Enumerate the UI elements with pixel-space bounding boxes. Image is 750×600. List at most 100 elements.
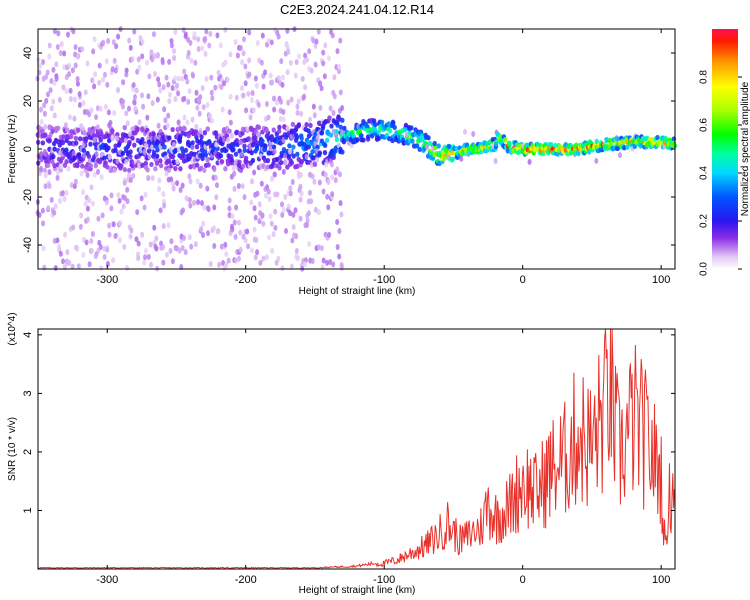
spectrogram-cell (178, 186, 183, 193)
spectrogram-cell (73, 62, 78, 69)
spectrogram-cell (311, 37, 316, 44)
spectrogram-cell (163, 117, 168, 124)
spectrogram-cell (186, 133, 191, 139)
spectrogram-cell (97, 79, 102, 86)
spectrogram-cell (298, 171, 303, 178)
spectrogram-cell (505, 148, 511, 154)
spectrogram-cell (247, 29, 252, 36)
spectrogram-cell (99, 174, 104, 181)
spectrogram-cell (143, 142, 148, 149)
spectrogram-cell (607, 137, 613, 143)
spectrogram-cell (323, 42, 328, 49)
spectrogram-cell (272, 148, 277, 155)
spectrogram-cell (193, 241, 198, 248)
spectrogram-cell (337, 63, 342, 70)
spectrogram-cell (250, 178, 255, 185)
spectrogram-cell (328, 132, 334, 138)
spectrogram-cell (273, 208, 278, 215)
spectrogram-cell (294, 247, 299, 254)
spectrogram-cell (139, 195, 144, 202)
spectrogram-cell (42, 102, 47, 109)
spectrogram-cell (188, 39, 193, 46)
spectrogram-cell (426, 135, 431, 141)
spectrogram-cell (158, 87, 163, 94)
spectrogram-cell (256, 124, 262, 131)
spectrogram-cell (235, 141, 240, 148)
spectrogram-x-label: Height of straight line (km) (299, 286, 416, 297)
spectrogram-cell (276, 33, 281, 40)
spectrogram-cell (337, 253, 342, 260)
spectrogram-cell (279, 98, 284, 105)
spectrogram-cell (278, 160, 284, 166)
spectrogram-cell (51, 154, 56, 160)
spectrogram-cell (63, 122, 68, 129)
spectrogram-cell (217, 261, 222, 268)
spectrogram-cell (549, 141, 554, 148)
spectrogram-cell (277, 124, 282, 130)
spectrogram-cell (131, 173, 136, 180)
spectrogram-cell (71, 224, 76, 231)
snr-frame (37, 328, 676, 570)
spectrogram-cell (275, 191, 280, 198)
spectrogram-cell (113, 233, 118, 240)
spectrogram-cell (176, 75, 181, 82)
spectrogram-cell (68, 96, 73, 103)
spectrogram-cell (85, 205, 90, 212)
spectrogram-cell (327, 115, 332, 121)
spectrogram-cell (151, 131, 156, 137)
spectrogram-cell (128, 154, 133, 160)
spectrogram-cell (113, 67, 118, 74)
spectrogram-cell (289, 160, 295, 166)
spectrogram-cell (110, 134, 115, 141)
spectrogram-cell (493, 157, 498, 164)
spectrogram-cell (180, 245, 185, 252)
spectrogram-cell (409, 125, 414, 131)
spectrogram-cell (324, 137, 330, 143)
spectrogram-cell (133, 94, 138, 101)
spectrogram-cell (198, 128, 203, 135)
spectrogram-cell (40, 128, 45, 135)
spectrogram-cell (175, 158, 180, 165)
spectrogram-cell (270, 247, 275, 254)
spectrogram-x-tick-label: -200 (235, 274, 257, 286)
spectrogram-cell (320, 123, 326, 129)
spectrogram-cell (205, 126, 211, 132)
spectrogram-cell (127, 37, 132, 44)
spectrogram-y-tick-label: 40 (22, 47, 34, 59)
spectrogram-cell (145, 59, 150, 66)
spectrogram-cell (90, 77, 95, 84)
spectrogram-cell (54, 61, 59, 68)
spectrogram-cell (266, 114, 271, 121)
spectrogram-cell (296, 98, 301, 105)
spectrogram-cell (186, 98, 191, 105)
colorbar-tick-label: 0.6 (699, 118, 710, 132)
spectrogram-cell (112, 167, 117, 174)
spectrogram-cell (303, 84, 308, 91)
spectrogram-cell (173, 75, 178, 82)
spectrogram-cell (47, 53, 52, 60)
spectrogram-cell (121, 203, 126, 210)
spectrogram-cell (249, 97, 254, 104)
spectrogram-cell (228, 119, 233, 126)
spectrogram-cell (236, 219, 241, 226)
spectrogram-cell (120, 103, 125, 110)
spectrogram-cell (167, 135, 172, 141)
spectrogram-cell (310, 173, 315, 180)
spectrogram-cell (213, 174, 218, 181)
spectrogram-cell (143, 254, 148, 261)
spectrogram-cell (234, 137, 240, 144)
spectrogram-cell (258, 259, 263, 266)
spectrogram-cell (192, 31, 197, 38)
spectrogram-cell (279, 58, 284, 65)
spectrogram-cell (143, 191, 148, 198)
spectrogram-cell (417, 146, 422, 153)
spectrogram-cell (334, 137, 340, 143)
spectrogram-cell (49, 78, 54, 85)
spectrogram-cell (227, 197, 232, 204)
spectrogram-cell (161, 84, 166, 91)
spectrogram-cell (60, 190, 65, 197)
snr-x-tick-label: -200 (235, 574, 257, 586)
spectrogram-cell (229, 223, 234, 230)
spectrogram-cell (311, 103, 316, 110)
spectrogram-cell (379, 119, 385, 125)
